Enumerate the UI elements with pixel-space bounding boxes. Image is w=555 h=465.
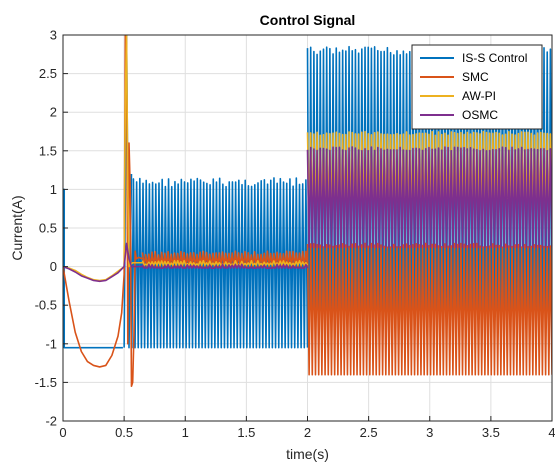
legend: IS-S Control SMC AW-PI OSMC — [411, 44, 543, 130]
x-tick-label: 3.5 — [482, 425, 500, 440]
x-tick-label: 4 — [548, 425, 555, 440]
y-tick-label: -1 — [45, 336, 57, 351]
legend-label-is-s-control: IS-S Control — [462, 51, 527, 65]
y-tick-label: 0 — [50, 259, 57, 274]
y-tick-label: 2 — [50, 105, 57, 120]
x-tick-label: 0.5 — [115, 425, 133, 440]
legend-label-aw-pi: AW-PI — [462, 89, 496, 103]
y-tick-label: -2 — [45, 414, 57, 429]
legend-label-smc: SMC — [462, 70, 489, 84]
y-tick-label: 3 — [50, 28, 57, 43]
x-axis-label: time(s) — [286, 446, 329, 462]
y-axis-label: Current(A) — [9, 195, 25, 260]
series-oscillation-aw-pi — [141, 259, 309, 266]
y-tick-label: -1.5 — [35, 375, 57, 390]
chart-title: Control Signal — [260, 12, 356, 28]
x-tick-label: 2 — [304, 425, 311, 440]
x-tick-label: 1 — [182, 425, 189, 440]
x-tick-label: 0 — [59, 425, 66, 440]
series-oscillation-smc — [306, 242, 552, 376]
y-tick-label: 0.5 — [39, 221, 57, 236]
x-tick-label: 1.5 — [237, 425, 255, 440]
y-tick-label: 2.5 — [39, 66, 57, 81]
y-tick-label: -0.5 — [35, 298, 57, 313]
y-tick-label: 1.5 — [39, 143, 57, 158]
series-line-osmc — [63, 242, 143, 283]
series-oscillation-osmc — [306, 146, 552, 249]
x-tick-label: 2.5 — [360, 425, 378, 440]
x-tick-label: 3 — [426, 425, 433, 440]
y-tick-label: 1 — [50, 182, 57, 197]
axis-ticks: 0 0.5 1 1.5 2 2.5 3 3.5 4 -2 -1.5 -1 -0.5 0 0.5 1 1.5 2 2.… — [35, 28, 555, 441]
series-oscillation-osmc — [141, 263, 309, 269]
legend-label-osmc: OSMC — [462, 108, 498, 122]
